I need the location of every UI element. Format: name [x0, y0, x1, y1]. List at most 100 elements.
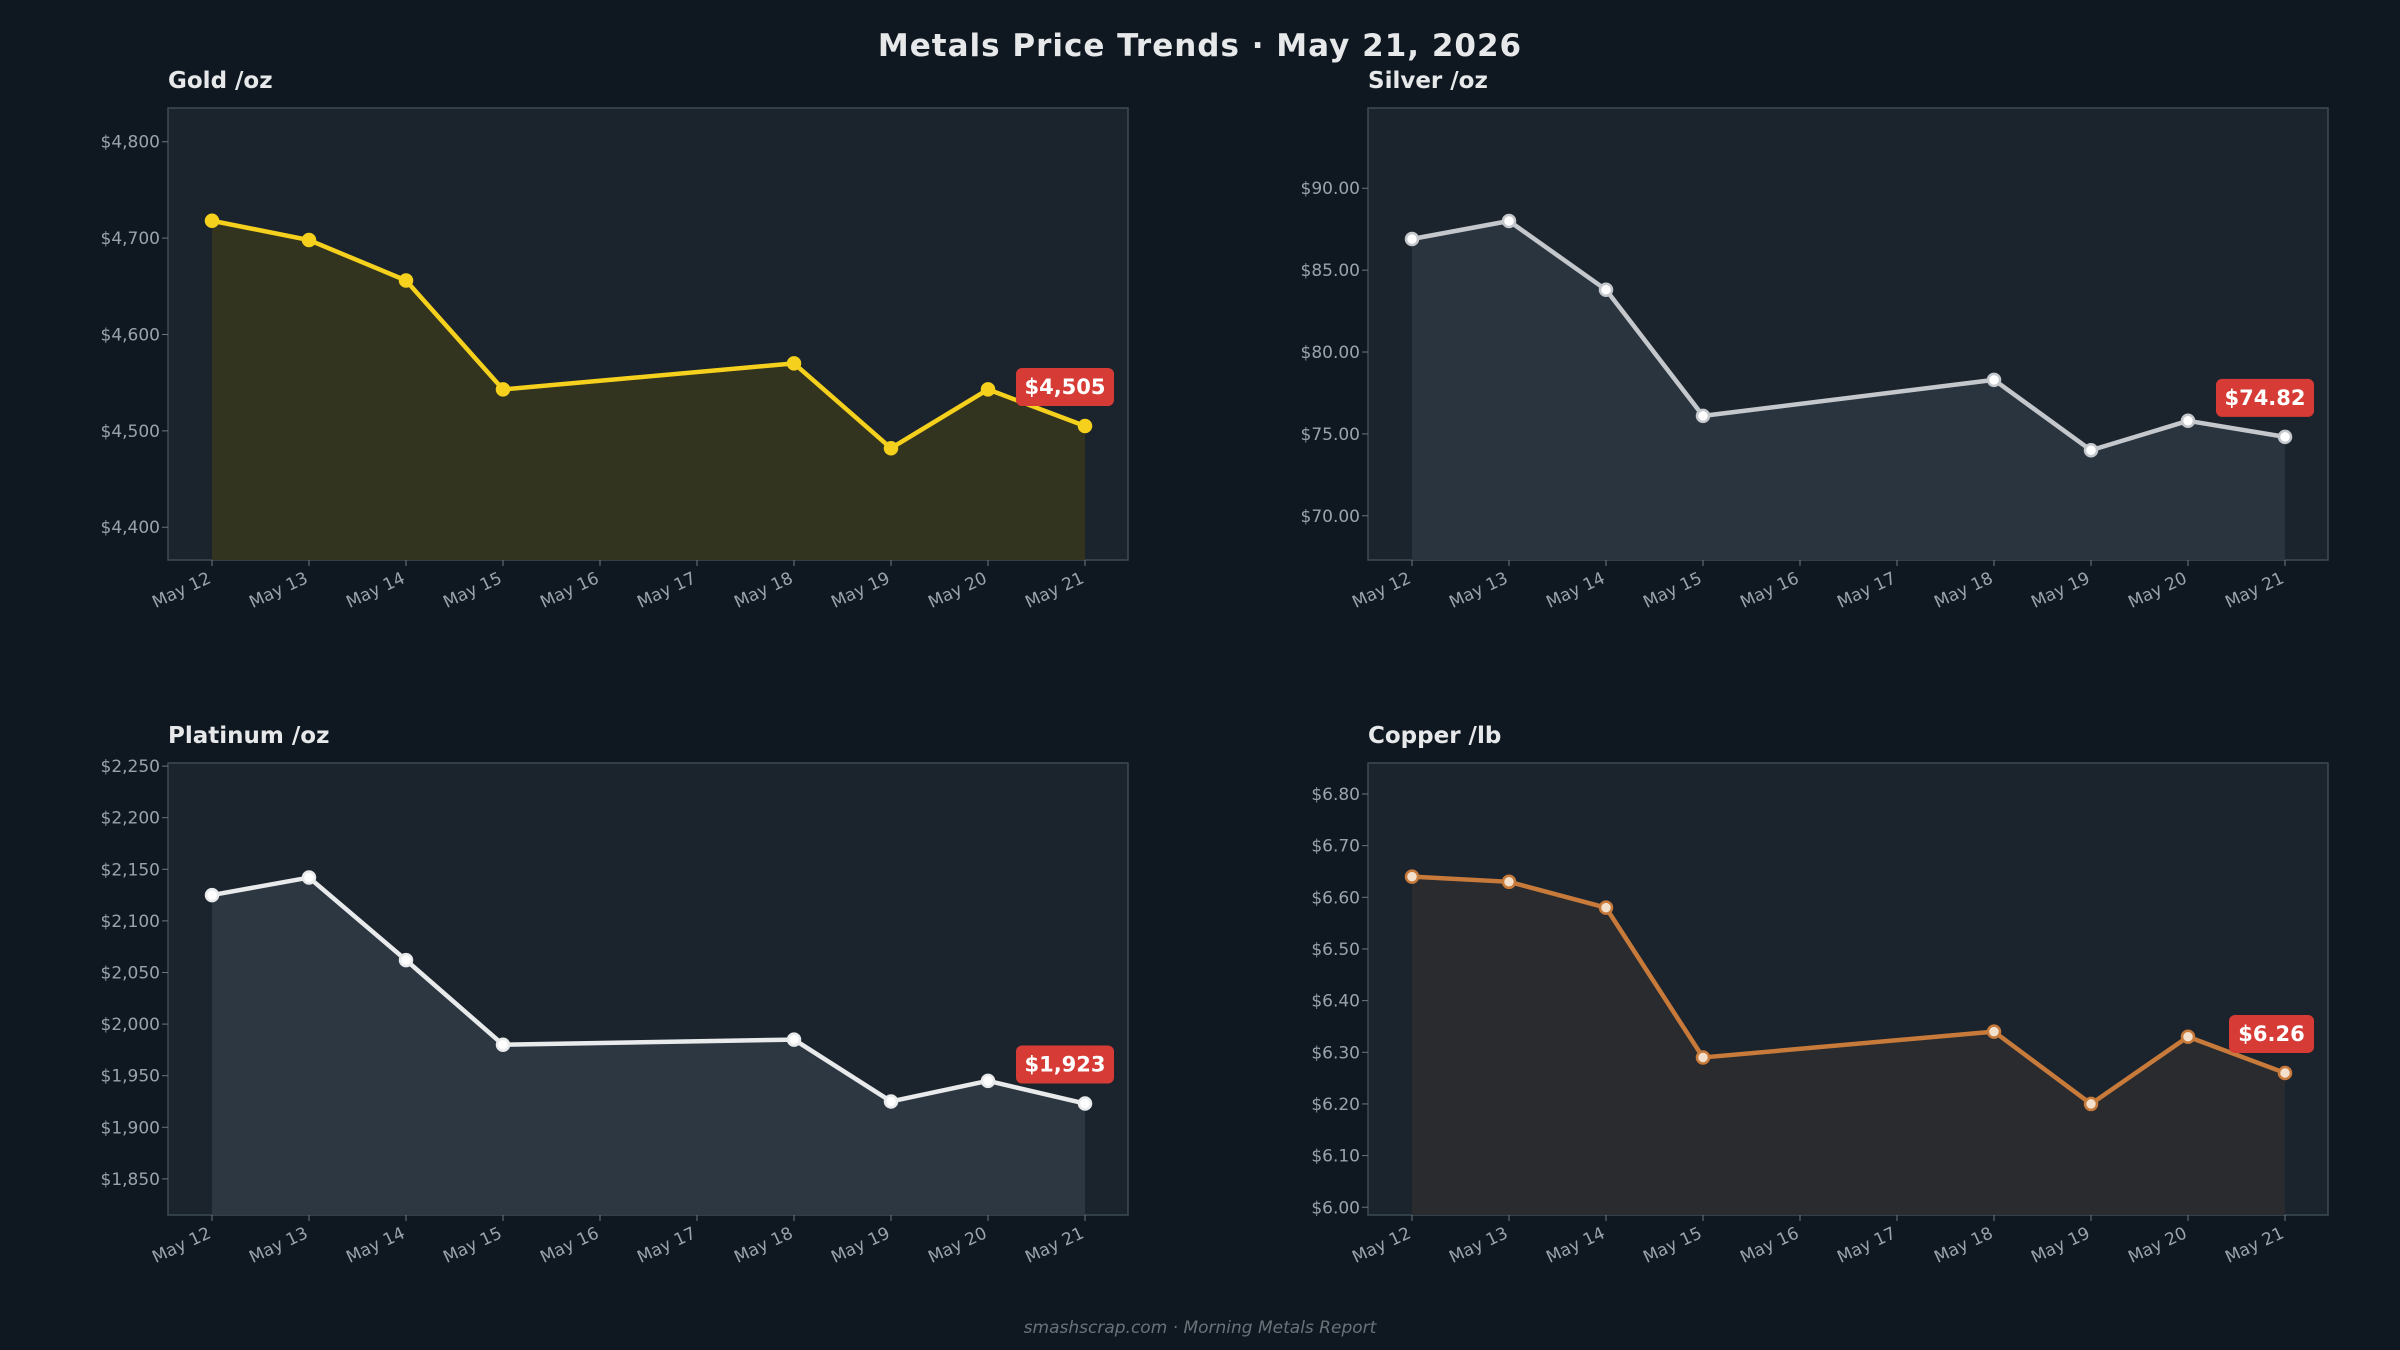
y-tick-label: $2,250	[101, 757, 160, 777]
series-line	[211, 875, 1086, 1106]
data-point	[1695, 1050, 1711, 1065]
series-line	[1411, 218, 2286, 453]
y-tick-label: $2,000	[101, 1015, 160, 1035]
last-value-label: $4,505	[1024, 375, 1105, 399]
data-point	[1077, 418, 1093, 434]
x-tick-label: May 20	[2125, 1223, 2190, 1267]
x-tick-label: May 14	[343, 568, 408, 612]
x-tick-label: May 17	[634, 1223, 699, 1267]
x-tick-label: May 19	[828, 568, 893, 612]
data-point	[980, 382, 996, 397]
x-tick-label: May 21	[1022, 568, 1087, 612]
x-tick-label: May 20	[925, 568, 990, 612]
data-point	[1404, 869, 1420, 884]
x-tick-label: May 21	[1022, 1223, 1087, 1267]
last-value-badge	[2216, 378, 2314, 417]
data-point	[786, 1032, 802, 1047]
y-tick-label: $4,800	[101, 133, 160, 153]
chart-panel-3: Copper /lb $6.00 $6.10 $6.20 $6.30 $6.40 $6.50…	[1311, 723, 2329, 1268]
x-tick-label: May 19	[2028, 568, 2093, 612]
y-tick-label: $6.10	[1311, 1147, 1360, 1167]
y-tick-label: $75.00	[1301, 425, 1360, 445]
last-value-badge	[1016, 368, 1114, 407]
y-tick-label: $80.00	[1301, 343, 1360, 363]
x-tick-label: May 14	[1543, 1223, 1608, 1267]
data-point	[204, 887, 220, 903]
x-tick-label: May 19	[2028, 1223, 2093, 1267]
data-point	[1986, 1024, 2002, 1039]
chart-panel-2: Platinum /oz $1,850 $1,900 $1,950 $2,000 $2,0…	[101, 723, 1129, 1268]
data-point	[883, 1094, 899, 1109]
x-tick-label: May 17	[634, 568, 699, 612]
x-tick-label: May 15	[1640, 568, 1705, 612]
y-tick-label: $1,850	[101, 1170, 160, 1190]
data-point	[1598, 900, 1614, 915]
x-tick-label: May 15	[440, 568, 505, 612]
data-point	[2180, 413, 2196, 429]
x-tick-label: May 18	[1931, 568, 1996, 612]
data-point	[204, 213, 220, 229]
data-point	[1501, 874, 1517, 890]
y-tick-label: $90.00	[1301, 179, 1360, 199]
x-tick-label: May 19	[828, 1223, 893, 1267]
x-tick-label: May 13	[246, 568, 311, 612]
data-point	[301, 232, 317, 248]
data-point	[1404, 231, 1420, 247]
x-tick-label: May 18	[731, 568, 796, 612]
data-point	[2083, 1096, 2099, 1112]
x-tick-label: May 15	[1640, 1223, 1705, 1267]
data-point	[883, 440, 899, 456]
x-tick-label: May 16	[1737, 1223, 1802, 1267]
chart-panel-0: Gold /oz $4,400 $4,500 $4,600 $4,700 $4,800 Ma…	[101, 68, 1129, 613]
footer-credit: smashscrap.com · Morning Metals Report	[1023, 1318, 1377, 1338]
panel-title: Gold /oz	[168, 68, 273, 94]
y-tick-label: $6.40	[1311, 992, 1360, 1012]
data-point	[786, 356, 802, 371]
y-tick-label: $6.50	[1311, 940, 1360, 960]
data-point	[1077, 1096, 1093, 1111]
y-tick-label: $6.00	[1311, 1198, 1360, 1218]
y-tick-label: $6.30	[1311, 1043, 1360, 1063]
y-tick-label: $70.00	[1301, 507, 1360, 527]
y-tick-label: $6.20	[1311, 1095, 1360, 1115]
y-tick-label: $1,900	[101, 1118, 160, 1138]
chart-panel-1: Silver /oz $70.00 $75.00 $80.00 $85.00 $90.00…	[1301, 68, 2329, 613]
last-value-label: $74.82	[2224, 386, 2305, 410]
y-tick-label: $6.60	[1311, 888, 1360, 908]
x-tick-label: May 17	[1834, 1223, 1899, 1267]
y-tick-label: $4,500	[101, 422, 160, 442]
y-tick-label: $2,150	[101, 860, 160, 880]
data-point	[301, 870, 317, 885]
series-area	[212, 220, 1085, 560]
x-tick-label: May 16	[1737, 568, 1802, 612]
x-tick-label: May 13	[1446, 568, 1511, 612]
y-tick-label: $2,050	[101, 963, 160, 983]
data-point	[2277, 1065, 2293, 1081]
x-tick-label: May 12	[1349, 568, 1414, 612]
x-tick-label: May 20	[2125, 568, 2190, 612]
data-point	[495, 382, 511, 397]
y-tick-label: $1,950	[101, 1067, 160, 1087]
chart-main-title: Metals Price Trends · May 21, 2026	[877, 28, 1523, 64]
y-tick-label: $85.00	[1301, 261, 1360, 281]
x-tick-label: May 15	[440, 1223, 505, 1267]
panel-title: Platinum /oz	[168, 723, 329, 749]
x-tick-label: May 16	[537, 1223, 602, 1267]
y-tick-label: $4,400	[101, 518, 160, 538]
x-tick-label: May 18	[1931, 1223, 1996, 1267]
series-line	[211, 218, 1086, 451]
x-tick-label: May 20	[925, 1223, 990, 1267]
last-value-badge	[2229, 1014, 2314, 1053]
panel-title: Copper /lb	[1368, 723, 1501, 749]
last-value-label: $6.26	[2238, 1022, 2304, 1046]
series-line	[1411, 874, 2286, 1107]
x-tick-label: May 13	[246, 1223, 311, 1267]
data-point	[398, 273, 414, 288]
series-area	[212, 877, 1085, 1215]
data-point	[1598, 282, 1614, 298]
data-point	[1501, 213, 1517, 229]
data-point	[980, 1073, 996, 1089]
last-value-label: $1,923	[1024, 1053, 1105, 1077]
series-area	[1412, 221, 2285, 560]
